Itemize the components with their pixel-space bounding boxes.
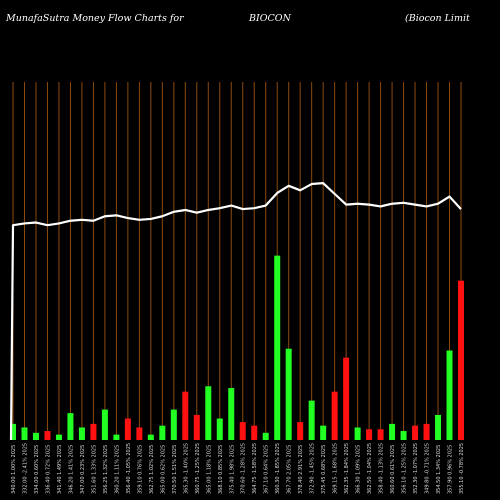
money-flow-bar — [90, 423, 97, 440]
x-tick-label: 341.40 1.49% 2025 — [57, 445, 63, 494]
money-flow-bar — [44, 431, 51, 440]
x-tick-label: 370.50 1.51% 2025 — [172, 445, 178, 494]
x-tick-label: 365.00 1.18% 2025 — [206, 445, 212, 494]
money-flow-bar — [193, 414, 200, 440]
x-tick-label: 352.30 -1.07% 2025 — [413, 443, 419, 494]
money-flow-bar — [32, 432, 39, 440]
cumulative-flow-line — [9, 182, 462, 441]
x-tick-label: 357.90 0.96% 2025 — [448, 445, 454, 494]
money-flow-bar — [435, 414, 442, 440]
x-tick-label: 375.40 1.98% 2025 — [229, 445, 235, 494]
money-flow-bar — [354, 427, 361, 440]
x-tick-label: 368.10 0.85% 2025 — [218, 445, 224, 494]
money-flow-bar — [21, 427, 28, 440]
x-tick-label: 349.80 -0.71% 2025 — [425, 443, 431, 494]
money-flow-bar — [423, 423, 430, 440]
money-flow-bar — [78, 427, 85, 440]
x-tick-label: 370.60 -1.28% 2025 — [241, 443, 247, 494]
money-flow-bar — [308, 400, 315, 440]
money-flow-bar — [389, 423, 396, 440]
x-tick-label: 334.00 0.60% 2025 — [34, 445, 40, 494]
x-tick-label: 359.10 0.76% 2025 — [137, 445, 143, 494]
money-flow-bar — [228, 388, 235, 440]
x-tick-labels: 340.00 1.00% 2025 332.00 -2.41% 2025 334.0… — [11, 443, 465, 494]
x-tick-label: 356.25 1.32% 2025 — [103, 445, 109, 494]
money-flow-bar — [412, 425, 419, 440]
x-tick-label: 375.45 0.68% 2025 — [321, 445, 327, 494]
money-flow-bar — [251, 425, 258, 440]
x-tick-label: 358.40 -1.13% 2025 — [379, 443, 385, 494]
x-tick-label: 366.30 1.09% 2025 — [356, 445, 362, 494]
x-tick-label: 364.75 -1.58% 2025 — [252, 443, 258, 494]
money-flow-bar — [216, 418, 223, 440]
money-flow-bar — [320, 425, 327, 440]
x-tick-label: 332.00 -2.41% 2025 — [22, 443, 28, 494]
x-tick-label: 360.75 -1.25% 2025 — [195, 443, 201, 494]
x-tick-label: 346.20 1.41% 2025 — [68, 445, 74, 494]
money-flow-bar — [377, 429, 384, 440]
money-flow-bar — [366, 429, 373, 440]
money-flow-bar — [55, 434, 62, 440]
money-flow-bars — [10, 255, 464, 440]
money-flow-bar — [331, 391, 338, 440]
x-tick-label: 378.40 2.91% 2025 — [298, 445, 304, 494]
x-tick-label: 356.40 -1.05% 2025 — [126, 443, 132, 494]
money-flow-bar — [136, 427, 143, 440]
stock-symbol: BIOCON — [249, 13, 291, 24]
money-flow-bar — [182, 391, 189, 440]
chart-title-prefix: MunafaSutra Money Flow Charts for — [6, 13, 184, 24]
company-name: (Biocon Limit — [405, 13, 470, 24]
money-flow-bar — [101, 409, 108, 440]
x-tick-label: 360.20 1.11% 2025 — [114, 445, 120, 494]
x-tick-label: 340.00 1.00% 2025 — [11, 445, 17, 494]
x-tick-label: 336.40 0.72% 2025 — [45, 445, 51, 494]
x-tick-label: 362.35 -1.84% 2025 — [344, 443, 350, 494]
money-flow-bar — [170, 409, 177, 440]
x-tick-label: 367.10 0.64% 2025 — [264, 445, 270, 494]
money-flow-bar — [159, 425, 166, 440]
money-flow-bar — [285, 348, 292, 440]
money-flow-bar — [205, 386, 212, 440]
x-tick-label: 372.90 -1.45% 2025 — [310, 443, 316, 494]
x-tick-label: 367.70 2.05% 2025 — [287, 445, 293, 494]
money-flow-bar — [67, 413, 74, 440]
x-tick-label: 365.30 -1.40% 2025 — [183, 443, 189, 494]
x-tick-label: 362.50 -1.04% 2025 — [367, 443, 373, 494]
x-tick-label: 365.00 0.62% 2025 — [160, 445, 166, 494]
money-flow-bar — [113, 434, 120, 440]
x-tick-label: 360.60 0.61% 2025 — [390, 445, 396, 494]
money-flow-bar — [297, 422, 304, 440]
money-flow-bar — [10, 423, 16, 440]
x-tick-label: 356.10 -1.25% 2025 — [402, 443, 408, 494]
money-flow-bar — [274, 255, 281, 440]
x-tick-label: 355.10 -0.78% 2025 — [459, 443, 465, 494]
money-flow-bar — [343, 357, 350, 440]
money-flow-bar — [262, 432, 269, 440]
money-flow-bar — [446, 350, 453, 440]
money-flow-bar — [239, 422, 246, 440]
x-tick-label: 362.75 1.02% 2025 — [149, 445, 155, 494]
x-tick-label: 369.15 -1.68% 2025 — [333, 443, 339, 494]
money-flow-bar — [124, 418, 131, 440]
money-flow-bar — [147, 434, 154, 440]
vertical-grid — [12, 82, 462, 440]
x-tick-label: 360.30 -1.85% 2025 — [275, 443, 281, 494]
money-flow-bar — [400, 431, 407, 440]
money-flow-bar — [458, 280, 464, 440]
x-tick-label: 347.00 0.23% 2025 — [80, 445, 86, 494]
x-tick-label: 351.60 1.33% 2025 — [91, 445, 97, 494]
x-tick-label: 354.50 1.34% 2025 — [436, 445, 442, 494]
